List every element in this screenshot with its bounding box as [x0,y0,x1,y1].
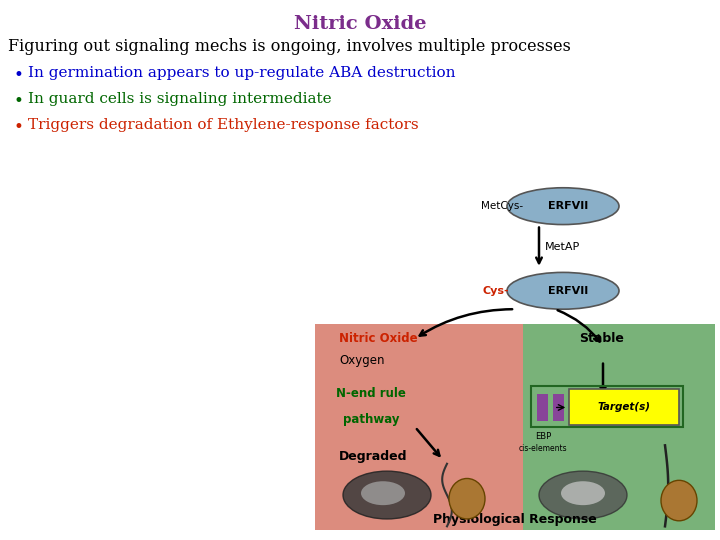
Bar [315,324,523,530]
Text: Oxygen: Oxygen [339,354,384,367]
FancyBboxPatch shape [569,389,679,425]
Text: •: • [14,92,24,110]
Text: •: • [14,118,24,136]
Bar [537,394,548,421]
Ellipse shape [561,481,605,505]
Text: pathway: pathway [343,413,400,426]
Text: •: • [14,66,24,84]
Text: ERFVII: ERFVII [548,286,588,296]
Ellipse shape [449,478,485,519]
Text: EBP: EBP [535,433,551,442]
Text: ERFVII: ERFVII [548,201,588,211]
Ellipse shape [507,272,619,309]
Bar [553,394,564,421]
Ellipse shape [343,471,431,519]
Text: In guard cells is signaling intermediate: In guard cells is signaling intermediate [28,92,332,106]
Text: Figuring out signaling mechs is ongoing, involves multiple processes: Figuring out signaling mechs is ongoing,… [8,38,571,55]
Text: Nitric Oxide: Nitric Oxide [339,332,418,345]
Text: Degraded: Degraded [339,450,408,463]
Text: N-end rule: N-end rule [336,387,406,400]
Text: Target(s): Target(s) [598,402,651,413]
Text: MetCys-: MetCys- [481,201,523,211]
Text: Cys-: Cys- [482,286,509,296]
Text: Nitric Oxide: Nitric Oxide [294,15,426,33]
Text: Triggers degradation of Ethylene-response factors: Triggers degradation of Ethylene-respons… [28,118,418,132]
Ellipse shape [507,188,619,225]
Text: Stable: Stable [579,332,624,345]
Bar [523,324,715,530]
Text: Physiological Response: Physiological Response [433,514,597,526]
Text: MetAP: MetAP [545,241,580,252]
Text: In germination appears to up-regulate ABA destruction: In germination appears to up-regulate AB… [28,66,456,80]
Ellipse shape [539,471,627,519]
Text: cis-elements: cis-elements [518,443,567,453]
Bar [531,387,683,427]
Ellipse shape [361,481,405,505]
Ellipse shape [661,480,697,521]
